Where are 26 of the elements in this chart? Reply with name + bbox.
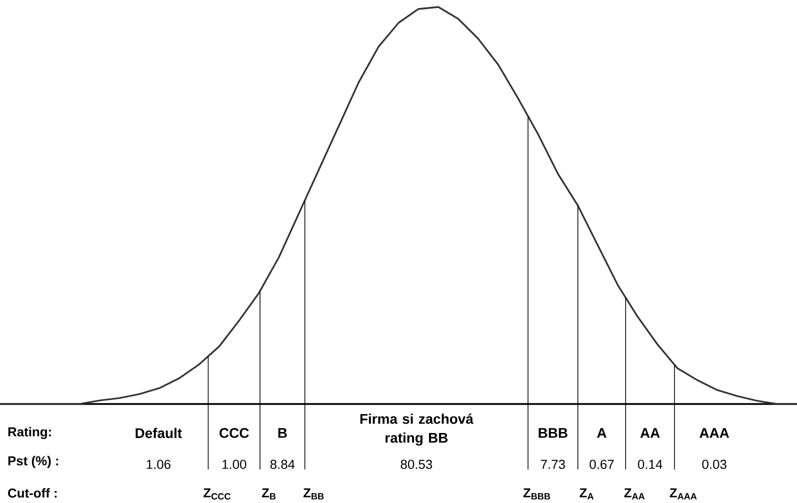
text: Z$_{BB}$ xyxy=(303,488,324,500)
text: Rating: xyxy=(8,426,51,440)
text: AAA xyxy=(700,428,730,438)
text: Cut-off : xyxy=(8,488,57,498)
text: Default xyxy=(136,428,182,438)
text: Pst (%) : xyxy=(8,456,58,468)
text: 0.67 xyxy=(590,460,614,469)
text: Z$_{B}$ xyxy=(262,488,276,500)
text: Z$_{AA}$ xyxy=(624,488,645,500)
text: 1.06 xyxy=(146,460,170,469)
text: CCC xyxy=(220,428,249,438)
text: BBB xyxy=(538,428,568,438)
text: 80.53 xyxy=(400,460,432,469)
text: 0.14 xyxy=(638,460,662,469)
text: 7.73 xyxy=(540,460,565,469)
text: AA xyxy=(640,428,660,438)
text: Z$_{BBB}$ xyxy=(523,488,550,500)
text: 8.84 xyxy=(270,460,295,469)
text: Firma si zachová rating BB xyxy=(360,413,474,446)
text: Z$_{A}$ xyxy=(580,488,594,500)
text: Z$_{CCC}$ xyxy=(204,488,230,500)
text: 1.00 xyxy=(222,460,246,469)
text: 0.03 xyxy=(702,460,726,469)
text: Z$_{AAA}$ xyxy=(670,488,697,500)
text: B xyxy=(278,428,287,438)
text: A xyxy=(597,428,606,438)
